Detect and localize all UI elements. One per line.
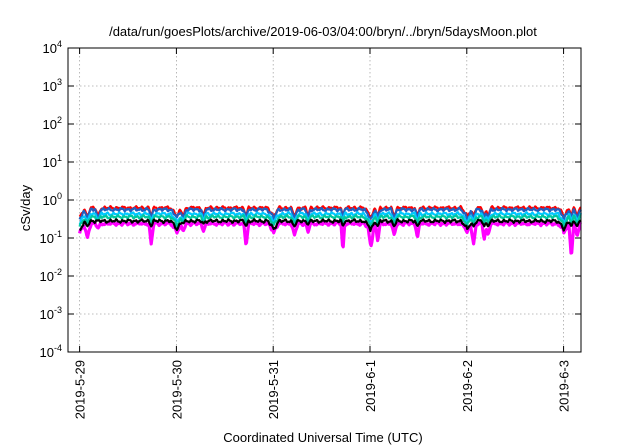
- y-tick-label: 103: [43, 77, 62, 94]
- x-tick-label: 2019-5-29: [73, 360, 88, 419]
- y-tick-label: 100: [43, 191, 62, 208]
- y-tick-label: 10-2: [40, 267, 62, 284]
- y-tick-label: 102: [43, 115, 62, 132]
- chart-title: /data/run/goesPlots/archive/2019-06-03/0…: [109, 24, 537, 39]
- tick-labels: 10-4 10-3 10-2 10-1 100 101 102 103 104 2019-5-29…: [40, 39, 572, 419]
- series-line: [78, 214, 582, 229]
- y-axis-label: cSv/day: [18, 184, 33, 231]
- x-tick-label: 2019-6-2: [460, 360, 475, 412]
- x-tick-label: 2019-6-1: [363, 360, 378, 412]
- axis-ticks: [68, 47, 581, 353]
- series-lines: [78, 205, 583, 255]
- y-tick-label: 10-3: [40, 305, 62, 322]
- y-tick-label: 101: [43, 153, 62, 170]
- x-tick-label: 2019-5-30: [169, 360, 184, 419]
- x-tick-label: 2019-5-31: [266, 360, 281, 419]
- series-line: [79, 218, 582, 233]
- series-line: [78, 206, 582, 221]
- x-tick-label: 2019-6-3: [557, 360, 572, 412]
- y-tick-label: 104: [43, 39, 62, 56]
- y-tick-label: 10-1: [40, 229, 62, 246]
- x-axis-label: Coordinated Universal Time (UTC): [223, 430, 422, 445]
- y-tick-label: 10-4: [40, 343, 62, 360]
